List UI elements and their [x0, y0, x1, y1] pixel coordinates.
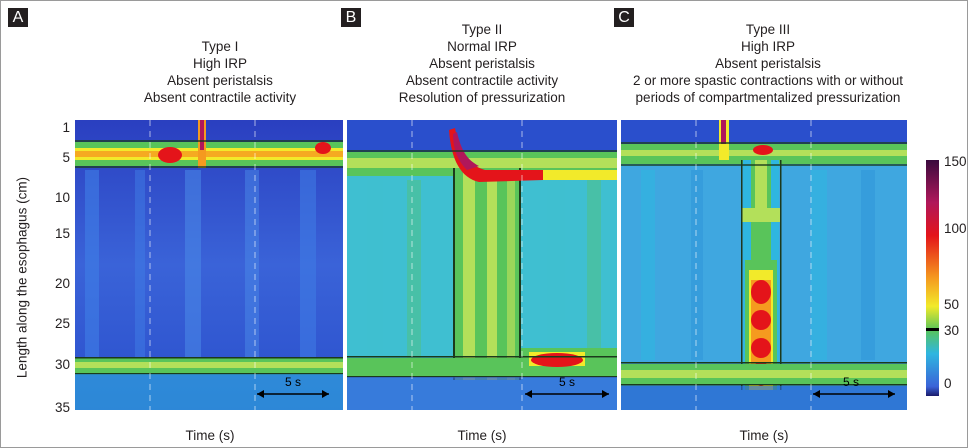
panel-b-x-label: Time (s) — [457, 428, 507, 443]
caption-line: Absent contractile activity — [143, 90, 297, 105]
caption-line: Normal IRP — [447, 39, 517, 54]
panel-a-scale-label: 5 s — [285, 375, 301, 389]
panel-c-x-label: Time (s) — [739, 428, 789, 443]
caption-line: Absent peristalsis — [429, 56, 535, 71]
y-axis-label: Length along the esophagus (cm) — [14, 176, 30, 379]
panel-b-scale-label: 5 s — [559, 375, 575, 389]
y-tick: 35 — [54, 400, 70, 415]
caption-line: 2 or more spastic contractions with or w… — [632, 73, 904, 88]
panel-c-topography: 5 s — [621, 120, 907, 410]
colorbar-tick: 30 — [944, 323, 960, 338]
panel-letter-a: A — [8, 8, 28, 27]
caption-line: High IRP — [192, 56, 248, 71]
panel-a-caption: Type I High IRP Absent peristalsis Absen… — [120, 38, 320, 106]
y-tick: 15 — [54, 226, 70, 241]
caption-line: Type II — [461, 22, 503, 37]
caption-line: Absent peristalsis — [167, 73, 273, 88]
caption-line: Absent peristalsis — [715, 56, 821, 71]
panel-letter-b: B — [341, 8, 361, 27]
panel-letter-c: C — [614, 8, 634, 27]
colorbar-tick: 0 — [944, 376, 952, 391]
y-tick: 20 — [54, 276, 70, 291]
caption-line: Type III — [745, 22, 791, 37]
colorbar-tick: 100 — [944, 221, 967, 236]
y-tick: 5 — [62, 150, 70, 165]
y-tick: 10 — [54, 190, 70, 205]
panel-a-topography: 5 s — [75, 120, 343, 410]
pressure-colorbar — [926, 160, 939, 396]
caption-line: Absent contractile activity — [405, 73, 559, 88]
panel-c-scale-label: 5 s — [843, 375, 859, 389]
y-tick: 1 — [62, 120, 70, 135]
caption-line: periods of compartmentalized pressurizat… — [635, 90, 901, 105]
caption-line: High IRP — [740, 39, 796, 54]
caption-line: Resolution of pressurization — [398, 90, 566, 105]
panel-b-caption: Type II Normal IRP Absent peristalsis Ab… — [372, 21, 592, 106]
panel-c-caption: Type III High IRP Absent peristalsis 2 o… — [608, 21, 928, 106]
colorbar-tick: 50 — [944, 297, 960, 312]
colorbar-tick: 150 — [944, 154, 967, 169]
caption-line: Type I — [201, 39, 239, 54]
y-tick: 30 — [54, 357, 70, 372]
panel-a-x-label: Time (s) — [185, 428, 235, 443]
y-tick: 25 — [54, 316, 70, 331]
panel-b-topography: 5 s — [347, 120, 617, 410]
